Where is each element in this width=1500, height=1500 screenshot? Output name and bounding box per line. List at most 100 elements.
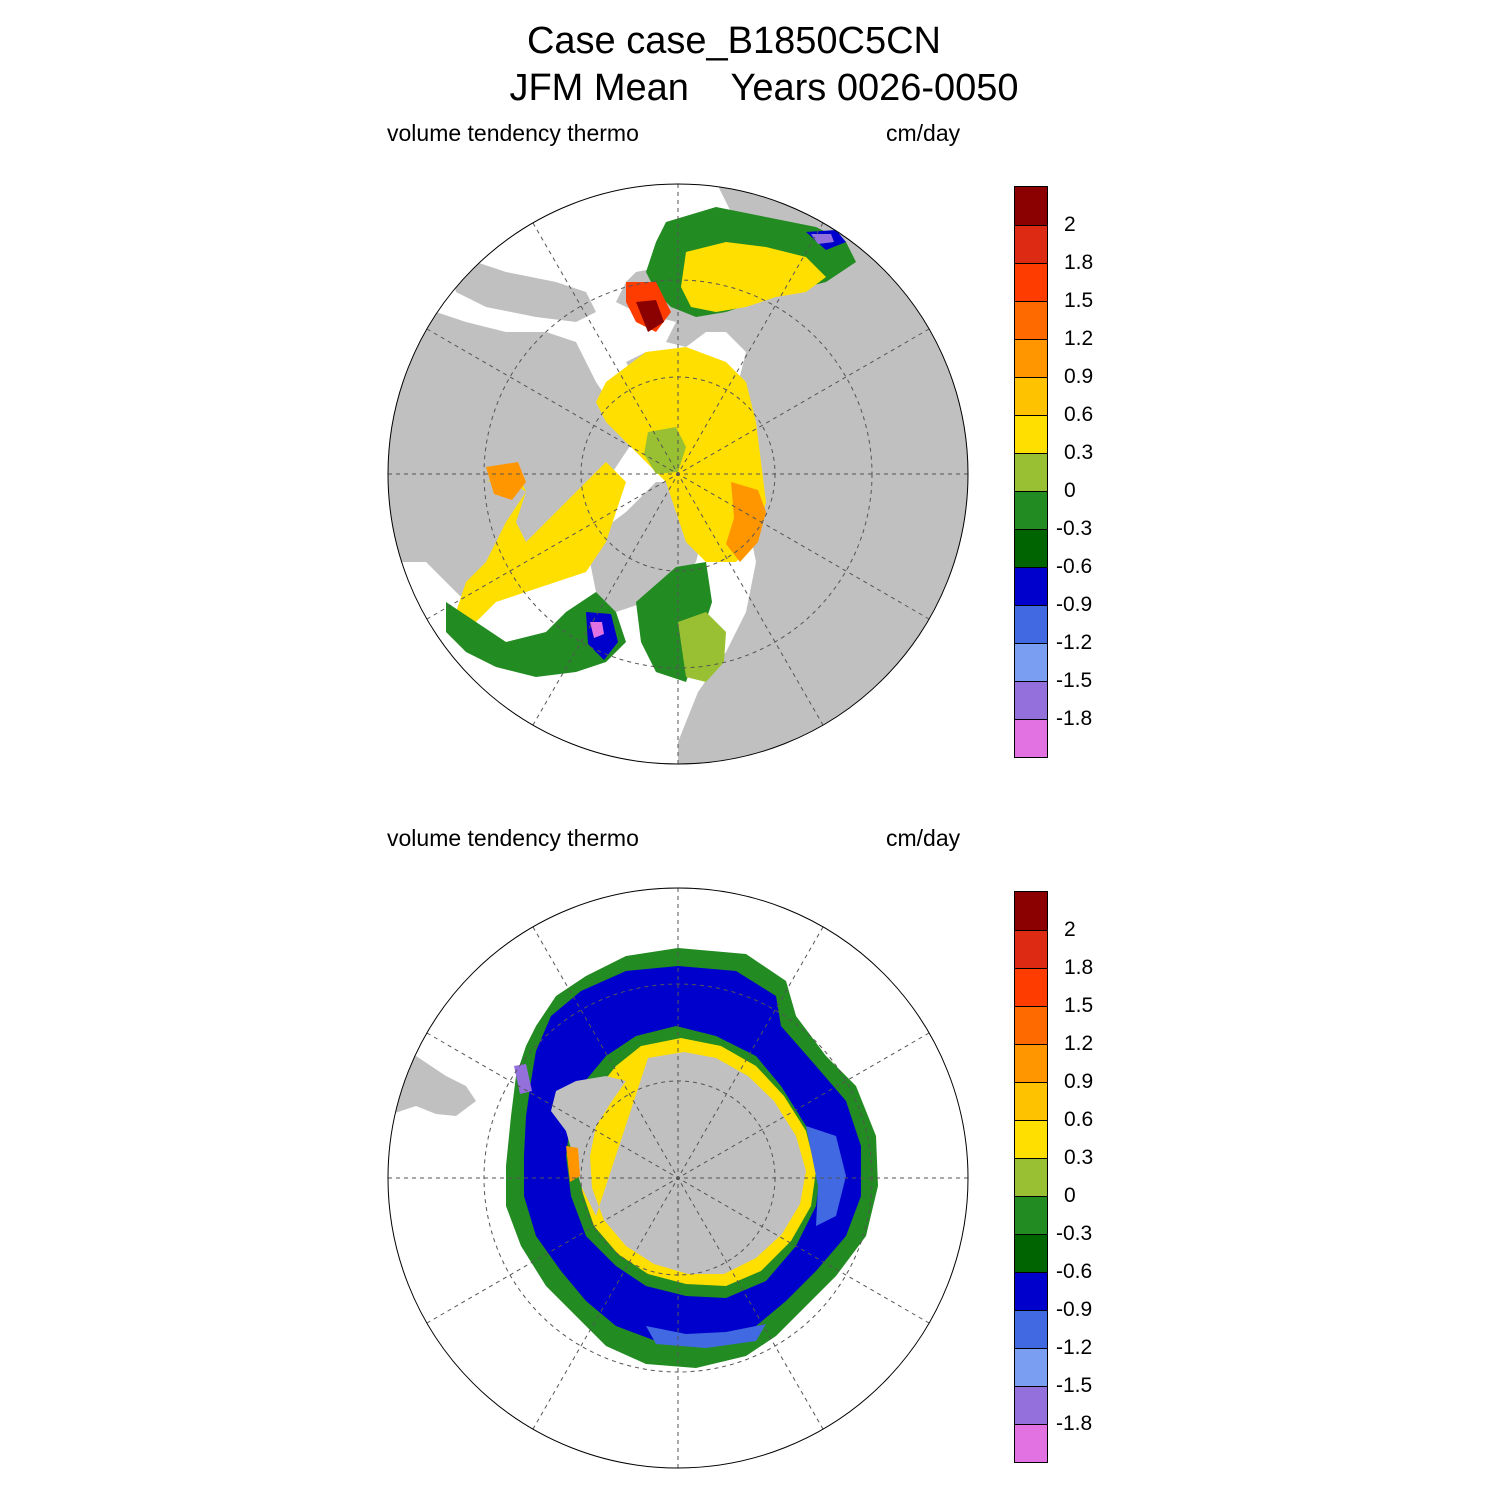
colorbar-tick-label: 1.2 bbox=[1064, 327, 1094, 350]
north-land-eurasia bbox=[616, 184, 968, 764]
colorbar-tick-label: 0.3 bbox=[1064, 441, 1094, 464]
colorbar-separator bbox=[1015, 968, 1047, 969]
colorbar-tick-label: 0.6 bbox=[1064, 403, 1094, 426]
colorbar-swatch bbox=[1015, 415, 1047, 453]
colorbar-tick-label: -1.2 bbox=[1056, 631, 1093, 654]
colorbar-swatch bbox=[1015, 301, 1047, 339]
colorbar-tick-label: 2 bbox=[1064, 213, 1076, 236]
colorbar-tick-label: 0.9 bbox=[1064, 1070, 1094, 1093]
colorbar-separator bbox=[1015, 681, 1047, 682]
colorbar-separator bbox=[1015, 719, 1047, 720]
colorbar-swatch bbox=[1015, 187, 1047, 225]
colorbar-swatch bbox=[1015, 681, 1047, 719]
panel1-units-label: cm/day bbox=[886, 120, 961, 146]
colorbar-swatch bbox=[1015, 453, 1047, 491]
north-polar-map bbox=[386, 182, 970, 766]
north-colorbar-frame bbox=[1014, 186, 1048, 758]
north-field-central-pocket bbox=[644, 427, 686, 474]
colorbar-swatch bbox=[1015, 1044, 1047, 1082]
colorbar-swatch bbox=[1015, 263, 1047, 301]
north-polar-map-svg bbox=[387, 183, 969, 765]
colorbar-separator bbox=[1015, 1424, 1047, 1425]
figure-title-line1: Case case_B1850C5CN bbox=[526, 20, 941, 62]
north-field-bering-yellow bbox=[681, 242, 826, 312]
colorbar-separator bbox=[1015, 1196, 1047, 1197]
colorbar-separator bbox=[1015, 339, 1047, 340]
panel2-units-label: cm/day bbox=[886, 825, 961, 851]
south-map-boundary bbox=[387, 887, 969, 1469]
south-graticule bbox=[388, 888, 968, 1468]
south-field-peninsula-orange bbox=[566, 1146, 580, 1182]
north-field-labrador-green bbox=[446, 592, 626, 677]
colorbar-separator bbox=[1015, 1234, 1047, 1235]
colorbar-swatch bbox=[1015, 1386, 1047, 1424]
colorbar-tick-label: -1.8 bbox=[1056, 707, 1093, 730]
colorbar-separator bbox=[1015, 930, 1047, 931]
colorbar-tick-label: 2 bbox=[1064, 918, 1076, 941]
colorbar-swatch bbox=[1015, 377, 1047, 415]
colorbar-swatch bbox=[1015, 339, 1047, 377]
colorbar-tick-label: -0.3 bbox=[1056, 1222, 1093, 1245]
south-field-weddell-blue bbox=[806, 1126, 846, 1226]
north-graticule bbox=[388, 184, 968, 764]
north-land-alaska bbox=[446, 252, 596, 322]
colorbar-tick-label: 0 bbox=[1064, 479, 1076, 502]
colorbar-tick-label: 0.9 bbox=[1064, 365, 1094, 388]
colorbar-separator bbox=[1015, 1158, 1047, 1159]
north-field-baffin-margin bbox=[486, 462, 526, 500]
colorbar-separator bbox=[1015, 643, 1047, 644]
colorbar-separator bbox=[1015, 1006, 1047, 1007]
colorbar-swatch bbox=[1015, 719, 1047, 757]
colorbar-tick-label: -1.5 bbox=[1056, 1374, 1093, 1397]
colorbar-separator bbox=[1015, 1044, 1047, 1045]
south-polar-map-svg bbox=[387, 887, 969, 1469]
colorbar-tick-label: 0 bbox=[1064, 1184, 1076, 1207]
colorbar-separator bbox=[1015, 377, 1047, 378]
colorbar-separator bbox=[1015, 301, 1047, 302]
colorbar-tick-label: 1.8 bbox=[1064, 251, 1094, 274]
colorbar-tick-label: -0.6 bbox=[1056, 1260, 1093, 1283]
colorbar-swatch bbox=[1015, 605, 1047, 643]
colorbar-separator bbox=[1015, 1082, 1047, 1083]
colorbar-swatch bbox=[1015, 1348, 1047, 1386]
colorbar-separator bbox=[1015, 225, 1047, 226]
colorbar-tick-label: 0.6 bbox=[1064, 1108, 1094, 1131]
colorbar-tick-label: -1.8 bbox=[1056, 1412, 1093, 1435]
colorbar-separator bbox=[1015, 453, 1047, 454]
colorbar-swatch bbox=[1015, 1158, 1047, 1196]
colorbar-tick-label: -0.6 bbox=[1056, 555, 1093, 578]
colorbar-swatch bbox=[1015, 529, 1047, 567]
north-field-bering-darkred bbox=[636, 300, 664, 332]
north-field-siberian-margin bbox=[726, 482, 766, 562]
colorbar-swatch bbox=[1015, 1006, 1047, 1044]
colorbar-swatch bbox=[1015, 1234, 1047, 1272]
south-field-drake-violet bbox=[514, 1064, 532, 1094]
colorbar-separator bbox=[1015, 605, 1047, 606]
north-field-hudson bbox=[456, 462, 626, 622]
colorbar-separator bbox=[1015, 529, 1047, 530]
colorbar-separator bbox=[1015, 415, 1047, 416]
colorbar-separator bbox=[1015, 1310, 1047, 1311]
colorbar-swatch bbox=[1015, 892, 1047, 930]
colorbar-separator bbox=[1015, 1348, 1047, 1349]
colorbar-swatch bbox=[1015, 930, 1047, 968]
colorbar-swatch bbox=[1015, 1272, 1047, 1310]
south-polar-map bbox=[386, 886, 970, 1470]
north-field-barents bbox=[678, 612, 726, 682]
colorbar-tick-label: 0.3 bbox=[1064, 1146, 1094, 1169]
south-colorbar-frame bbox=[1014, 891, 1048, 1463]
colorbar-separator bbox=[1015, 1120, 1047, 1121]
north-field-okhotsk-violet bbox=[811, 234, 834, 244]
colorbar-tick-label: -0.9 bbox=[1056, 593, 1093, 616]
colorbar-separator bbox=[1015, 1386, 1047, 1387]
colorbar-swatch bbox=[1015, 1424, 1047, 1462]
colorbar-swatch bbox=[1015, 1120, 1047, 1158]
colorbar-tick-label: 1.5 bbox=[1064, 994, 1094, 1017]
colorbar-swatch bbox=[1015, 1082, 1047, 1120]
colorbar-tick-label: -1.5 bbox=[1056, 669, 1093, 692]
north-map-boundary bbox=[387, 183, 969, 765]
colorbar-separator bbox=[1015, 263, 1047, 264]
colorbar-swatch bbox=[1015, 643, 1047, 681]
colorbar-swatch bbox=[1015, 1196, 1047, 1234]
colorbar-tick-label: 1.2 bbox=[1064, 1032, 1094, 1055]
